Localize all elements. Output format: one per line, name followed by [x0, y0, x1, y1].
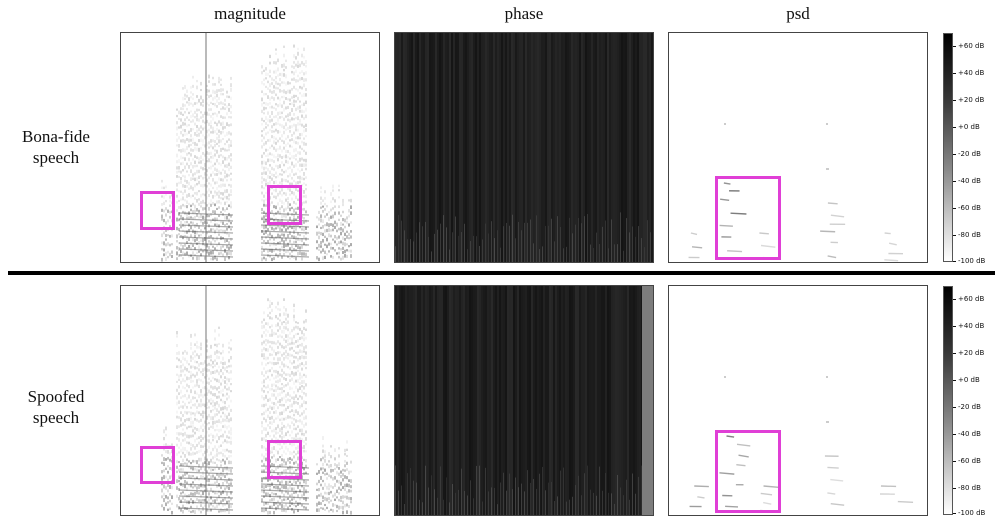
psd-spectrogram-bonafide [668, 32, 928, 263]
colorbar-tick: -40 dB [953, 430, 981, 438]
colorbar-tick: +60 dB [953, 42, 984, 50]
colorbar-tick: -20 dB [953, 150, 981, 158]
highlight-box [267, 440, 302, 479]
highlight-box [715, 430, 781, 513]
colorbar-tick: +0 dB [953, 123, 980, 131]
colorbar-tick: +40 dB [953, 322, 984, 330]
colorbar [943, 33, 953, 262]
colorbar-ticks: +60 dB +40 dB +20 dB +0 dB -20 dB -40 dB… [953, 286, 995, 517]
highlight-box [715, 176, 781, 260]
phase-spectrogram-image [395, 286, 653, 515]
phase-spectrogram-image [395, 33, 653, 262]
row-label-spoofed: Spoofed speech [6, 386, 106, 428]
magnitude-spectrogram-image [161, 286, 352, 515]
magnitude-spectrogram-image [161, 33, 352, 262]
colorbar-tick: -60 dB [953, 204, 981, 212]
psd-spectrogram-image [688, 123, 904, 262]
colorbar-tick: -100 dB [953, 257, 985, 265]
colorbar-ticks: +60 dB +40 dB +20 dB +0 dB -20 dB -40 dB… [953, 33, 995, 265]
phase-spectrogram-spoofed [394, 285, 654, 516]
row-label-bonafide: Bona-fide speech [6, 126, 106, 168]
colorbar-tick: -60 dB [953, 457, 981, 465]
psd-spectrogram-spoofed [668, 285, 928, 516]
row-divider [8, 271, 995, 275]
highlight-box [140, 191, 175, 230]
column-title-magnitude: magnitude [214, 4, 286, 23]
colorbar [943, 286, 953, 515]
colorbar-tick: -20 dB [953, 403, 981, 411]
colorbar-tick: +40 dB [953, 69, 984, 77]
colorbar-tick: -40 dB [953, 177, 981, 185]
row-label-line2: speech [32, 148, 80, 167]
colorbar-tick: -100 dB [953, 509, 985, 517]
phase-spectrogram-bonafide [394, 32, 654, 263]
highlight-box [267, 185, 302, 225]
colorbar-tick: +0 dB [953, 376, 980, 384]
colorbar-tick: +60 dB [953, 295, 984, 303]
colorbar-tick: +20 dB [953, 349, 984, 357]
magnitude-spectrogram-bonafide [120, 32, 380, 263]
column-title-psd: psd [786, 4, 810, 23]
highlight-box [140, 446, 175, 484]
colorbar-tick: -80 dB [953, 484, 981, 492]
column-title-phase: phase [504, 4, 544, 23]
row-label-line1: Spoofed [27, 387, 85, 406]
row-label-line1: Bona-fide [22, 127, 90, 146]
colorbar-tick: +20 dB [953, 96, 984, 104]
row-label-line2: speech [32, 408, 80, 427]
magnitude-spectrogram-spoofed [120, 285, 380, 516]
psd-spectrogram-image [689, 376, 914, 513]
colorbar-tick: -80 dB [953, 231, 981, 239]
